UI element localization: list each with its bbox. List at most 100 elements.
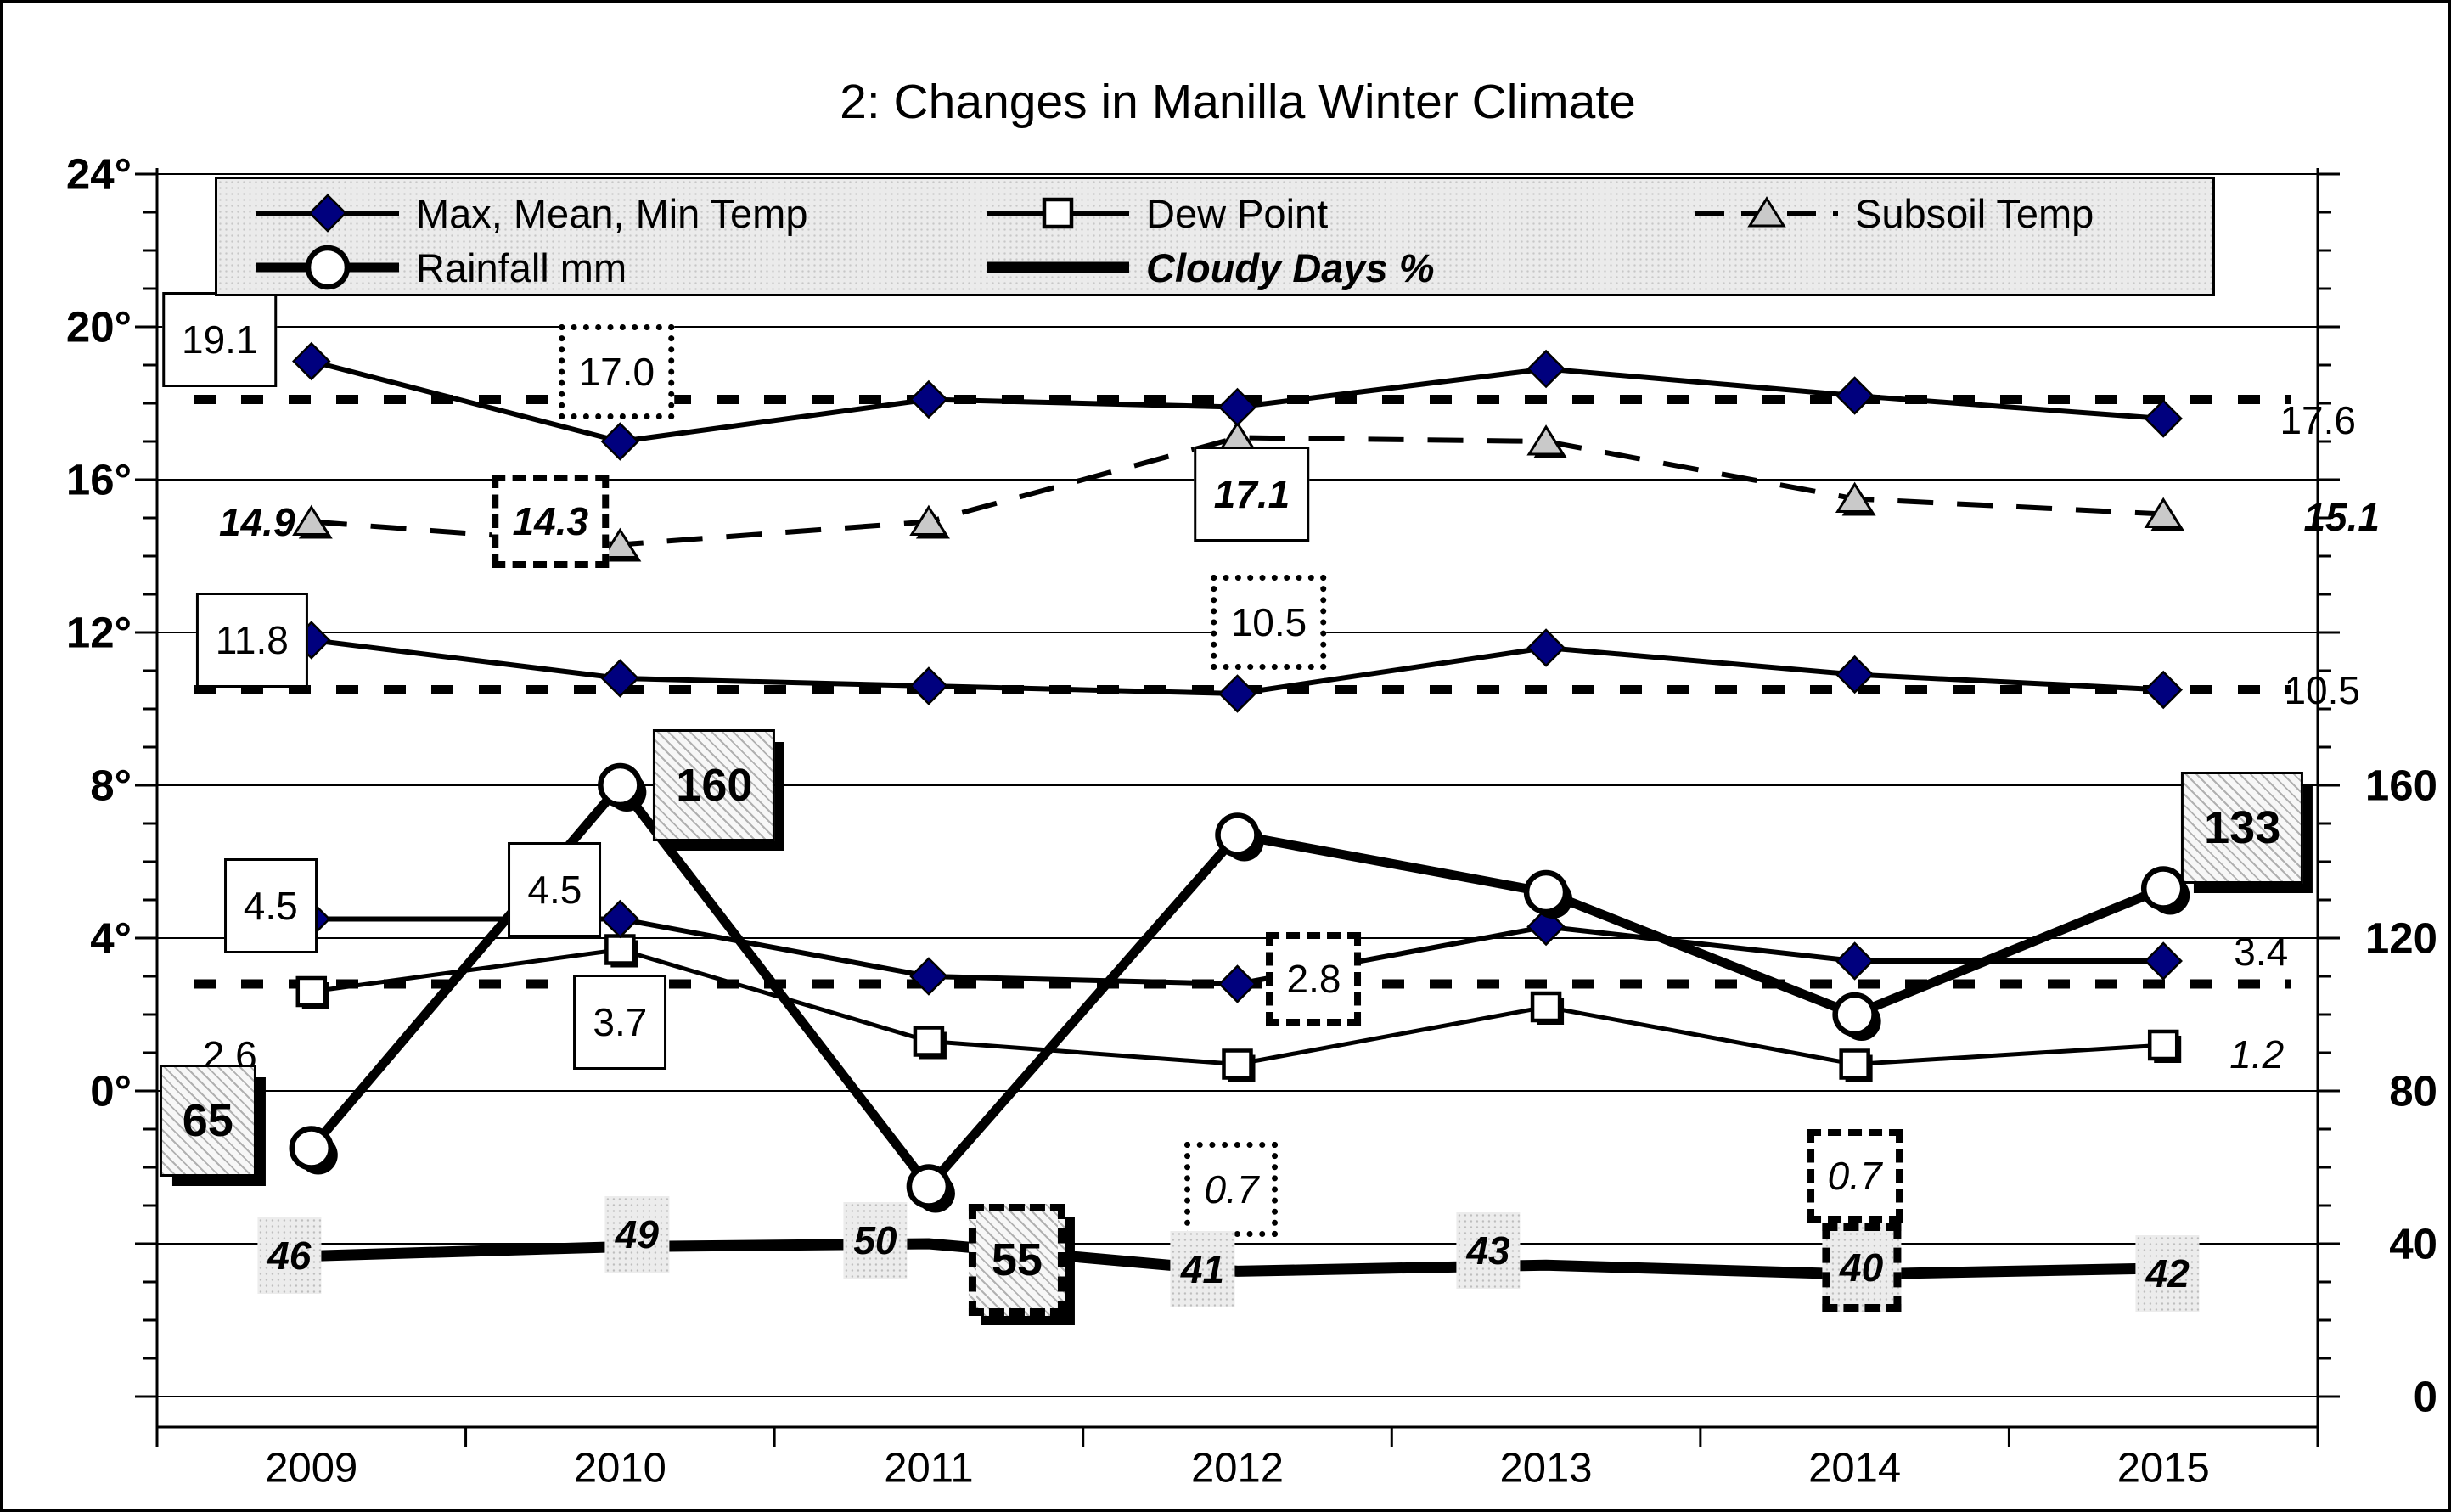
marker-min_temp-2014 <box>1835 941 1875 981</box>
data-label-cloudy_days_pct-2011: 50 <box>843 1202 908 1279</box>
right-axis-label-40: 40 <box>2389 1219 2437 1268</box>
marker-mean_temp-2011 <box>909 666 948 705</box>
data-label-max_temp-2010: 17.0 <box>559 324 675 419</box>
marker-rainfall_mm-2012 <box>1215 812 1260 857</box>
right-axis-label-160: 160 <box>2364 761 2437 810</box>
marker-min_temp-2015 <box>2144 941 2183 981</box>
marker-rainfall_mm-2015 <box>2140 866 2186 911</box>
marker-rainfall_mm-2009 <box>289 1126 334 1171</box>
marker-mean_temp-2013 <box>1526 628 1566 667</box>
right-axis-label-0: 0 <box>2413 1372 2437 1421</box>
marker-min_temp-2010 <box>600 899 640 939</box>
data-label-dew_point-2012: 0.7 <box>1184 1141 1279 1237</box>
left-axis-label-16°: 16° <box>65 455 132 504</box>
legend-item-cloudy-days: Cloudy Days % <box>981 240 1435 295</box>
marker-rainfall_mm-2013 <box>1523 869 1569 915</box>
data-label-min_temp-2015: 3.4 <box>2234 930 2289 974</box>
data-label-rainfall_mm-2009: 65 <box>159 1064 256 1177</box>
data-label-dew_point-2014: 0.7 <box>1807 1128 1903 1223</box>
legend-item-subsoil-temp: Subsoil Temp <box>1690 186 2094 240</box>
x-axis-label-2013: 2013 <box>1499 1445 1593 1492</box>
data-label-rainfall_mm-2010: 160 <box>653 729 776 841</box>
marker-max_temp-2013 <box>1526 349 1566 389</box>
data-label-dew_point-2015: 1.2 <box>2229 1032 2285 1076</box>
x-axis-label-2009: 2009 <box>265 1445 358 1492</box>
legend-label: Subsoil Temp <box>1855 190 2094 236</box>
left-axis-label-12°: 12° <box>65 608 132 657</box>
data-label-min_temp-2012: 2.8 <box>1266 932 1362 1026</box>
marker-rainfall_mm-2014 <box>1832 992 1877 1037</box>
legend-item-max-mean-min-temp: Max, Mean, Min Temp <box>251 186 807 240</box>
marker-subsoil_temp-2009 <box>292 504 331 536</box>
legend-item-rainfall-mm: Rainfall mm <box>251 240 627 295</box>
data-label-cloudy_days_pct-2014: 40 <box>1822 1223 1902 1312</box>
data-label-mean_temp-2009: 11.8 <box>195 593 308 688</box>
data-label-mean_temp-2015: 10.5 <box>2284 667 2360 712</box>
triangle-legend-icon <box>1695 196 1838 228</box>
left-axis-label-0°: 0° <box>90 1066 132 1116</box>
legend-label: Cloudy Days % <box>1146 245 1435 290</box>
marker-subsoil_temp-2010 <box>600 527 640 559</box>
data-label-max_temp-2015: 17.6 <box>2280 398 2356 442</box>
data-label-min_temp-2010: 4.5 <box>508 841 602 937</box>
data-label-subsoil_temp-2010: 14.3 <box>492 474 610 568</box>
marker-min_temp-2012 <box>1217 964 1257 1003</box>
data-label-min_temp-2009: 4.5 <box>223 857 318 953</box>
marker-subsoil_temp-2014 <box>1835 481 1875 513</box>
data-label-rainfall_mm-2015: 133 <box>2181 771 2304 884</box>
thickline-legend-icon <box>987 261 1129 273</box>
data-label-dew_point-2010: 3.7 <box>573 974 667 1070</box>
marker-dew_point-2012 <box>1222 1048 1253 1080</box>
legend-label: Max, Mean, Min Temp <box>416 190 808 236</box>
diamond-legend-icon <box>256 194 399 233</box>
marker-dew_point-2009 <box>295 975 328 1008</box>
x-axis-label-2011: 2011 <box>884 1445 974 1492</box>
marker-mean_temp-2015 <box>2144 670 2183 710</box>
marker-max_temp-2009 <box>292 341 331 381</box>
right-axis-label-120: 120 <box>2364 913 2437 963</box>
marker-mean_temp-2010 <box>600 659 640 698</box>
marker-subsoil_temp-2011 <box>909 504 948 536</box>
left-axis-label-8°: 8° <box>90 761 132 810</box>
left-axis-label-4°: 4° <box>90 913 132 963</box>
marker-max_temp-2015 <box>2144 399 2183 438</box>
marker-dew_point-2014 <box>1839 1048 1870 1080</box>
marker-dew_point-2011 <box>913 1026 945 1057</box>
marker-min_temp-2011 <box>909 957 948 996</box>
data-label-max_temp-2009: 19.1 <box>162 291 278 387</box>
marker-rainfall_mm-2011 <box>906 1164 952 1209</box>
chart-legend: Max, Mean, Min Temp Dew Point Subsoil Temp… <box>215 177 2215 296</box>
data-label-cloudy_days_pct-2012: 41 <box>1170 1231 1235 1308</box>
chart-canvas <box>135 168 2340 1447</box>
square-legend-icon <box>987 197 1129 229</box>
data-label-subsoil_temp-2012: 17.1 <box>1194 446 1310 542</box>
left-axis-label-20°: 20° <box>65 302 132 351</box>
marker-max_temp-2010 <box>600 422 640 461</box>
marker-max_temp-2011 <box>909 379 948 419</box>
data-label-cloudy_days_pct-2013: 43 <box>1456 1212 1521 1290</box>
circle-legend-icon <box>256 245 399 290</box>
marker-dew_point-2015 <box>2147 1029 2179 1061</box>
x-axis-label-2012: 2012 <box>1190 1445 1284 1492</box>
marker-max_temp-2014 <box>1835 376 1875 415</box>
data-label-mean_temp-2012: 10.5 <box>1211 575 1327 670</box>
data-label-cloudy_days_pct-2010: 49 <box>604 1195 669 1273</box>
left-axis-label-24°: 24° <box>65 149 132 199</box>
legend-item-dew-point: Dew Point <box>981 186 1328 240</box>
data-label-rainfall_mm-2011: 55 <box>968 1203 1065 1316</box>
marker-subsoil_temp-2015 <box>2144 497 2183 528</box>
marker-dew_point-2010 <box>604 934 636 965</box>
marker-dew_point-2013 <box>1530 991 1562 1023</box>
data-label-subsoil_temp-2009: 14.9 <box>219 499 295 544</box>
legend-label: Rainfall mm <box>416 245 627 290</box>
marker-subsoil_temp-2013 <box>1526 424 1566 456</box>
data-label-subsoil_temp-2015: 15.1 <box>2303 494 2380 539</box>
marker-mean_temp-2012 <box>1217 674 1257 713</box>
marker-max_temp-2012 <box>1217 387 1257 427</box>
chart-title: 2: Changes in Manilla Winter Climate <box>840 75 1636 129</box>
marker-mean_temp-2014 <box>1835 655 1875 694</box>
marker-rainfall_mm-2010 <box>598 762 643 808</box>
x-axis-label-2010: 2010 <box>573 1445 666 1492</box>
right-axis-label-80: 80 <box>2389 1066 2437 1116</box>
